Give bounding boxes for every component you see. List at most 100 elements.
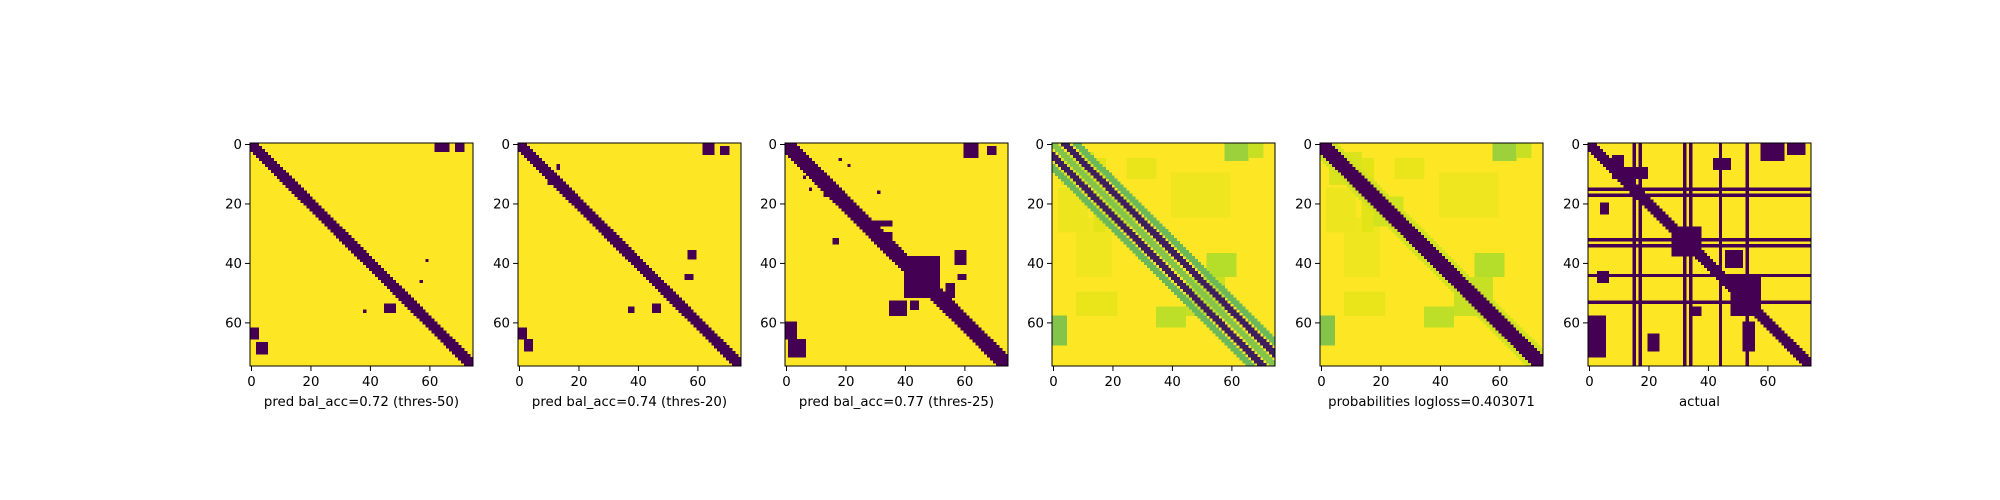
- heatmap-cell: [1170, 241, 1181, 245]
- x-tick-label: 40: [1164, 375, 1181, 390]
- heatmap-cell: [1638, 143, 1642, 147]
- heatmap-cell: [954, 258, 967, 263]
- heatmap-cell: [651, 309, 662, 313]
- heatmap-cell: [1689, 342, 1693, 346]
- heatmap-cell: [1718, 172, 1723, 176]
- heatmap-cell: [324, 223, 340, 227]
- heatmap-cell: [1057, 193, 1077, 197]
- heatmap-cell: [1632, 360, 1636, 364]
- heatmap-cell: [1320, 324, 1336, 328]
- heatmap-cell: [1355, 166, 1362, 171]
- heatmap-cell: [1248, 145, 1264, 150]
- heatmap-cell: [1057, 220, 1088, 224]
- heatmap-cell: [559, 190, 575, 194]
- heatmap-cell: [568, 199, 584, 203]
- heatmap-cell: [1224, 148, 1249, 153]
- heatmap-cell: [1683, 172, 1687, 176]
- heatmap-cell: [1632, 294, 1636, 298]
- heatmap-cell: [1647, 348, 1660, 352]
- x-axis-label: actual: [1679, 395, 1720, 410]
- heatmap-cell: [1170, 253, 1181, 257]
- heatmap-cell: [1724, 258, 1743, 263]
- heatmap-cell: [1057, 187, 1071, 191]
- heatmap-cell: [1588, 145, 1601, 150]
- heatmap-cell: [416, 315, 432, 319]
- heatmap-cell: [1638, 315, 1642, 319]
- heatmap-cell: [1126, 175, 1157, 179]
- heatmap-cell: [1632, 267, 1636, 272]
- heatmap-cell: [336, 235, 352, 239]
- heatmap-cell: [523, 339, 534, 343]
- heatmap-cell: [1364, 175, 1371, 179]
- heatmap-cell: [1215, 309, 1225, 313]
- heatmap-cell: [1718, 235, 1723, 239]
- heatmap-cell: [1683, 258, 1687, 263]
- heatmap-cell: [1182, 253, 1193, 257]
- heatmap-cell: [1474, 306, 1496, 310]
- heatmap-cell: [1742, 339, 1755, 343]
- x-axis-label: pred bal_acc=0.74 (thres-20): [532, 395, 727, 410]
- heatmap-cell: [954, 255, 967, 260]
- heatmap-cell: [1415, 247, 1437, 251]
- heatmap-cell: [1263, 333, 1273, 337]
- heatmap-cell: [1343, 270, 1380, 275]
- heatmap-cell: [1170, 175, 1231, 179]
- heatmap-cell: [1391, 202, 1404, 206]
- heatmap-cell: [1638, 223, 1642, 227]
- heatmap-cell: [1432, 270, 1440, 275]
- heatmap-cell: [1689, 363, 1693, 367]
- heatmap-cell: [1093, 214, 1097, 218]
- x-axis-label: probabilities logloss=0.403071: [1328, 395, 1535, 410]
- heatmap-cell: [613, 244, 629, 248]
- heatmap-cell: [785, 145, 801, 150]
- y-tick-label: 40: [1295, 257, 1312, 272]
- heatmap-cell: [1501, 339, 1508, 343]
- heatmap-cell: [1266, 348, 1276, 352]
- heatmap-cell: [1632, 247, 1636, 251]
- heatmap-cell: [1632, 312, 1636, 316]
- heatmap-cell: [1159, 229, 1169, 233]
- heatmap-cell: [1352, 190, 1359, 194]
- heatmap-cell: [1057, 196, 1080, 200]
- heatmap-cell: [1438, 199, 1499, 203]
- heatmap-cell: [1718, 148, 1723, 153]
- heatmap-cell: [1215, 333, 1225, 337]
- heatmap-cell: [250, 148, 266, 153]
- heatmap-cell: [1516, 148, 1532, 153]
- heatmap-cell: [1689, 172, 1693, 176]
- heatmap-cell: [1683, 333, 1687, 337]
- heatmap-cell: [1191, 273, 1201, 278]
- heatmap-cell: [1441, 279, 1449, 284]
- heatmap-cell: [1078, 163, 1083, 168]
- heatmap-cell: [1588, 327, 1607, 331]
- heatmap-cell: [1611, 154, 1624, 159]
- heatmap-cell: [1156, 273, 1166, 278]
- heatmap-cell: [1718, 282, 1761, 287]
- heatmap-cell: [1632, 279, 1636, 284]
- heatmap-cell: [1453, 297, 1466, 301]
- heatmap-cell: [1132, 217, 1136, 221]
- heatmap-cell: [1412, 223, 1419, 227]
- heatmap-cell: [1173, 244, 1184, 248]
- heatmap-cell: [1632, 363, 1636, 367]
- heatmap-cell: [963, 154, 979, 159]
- heatmap-cell: [1212, 294, 1222, 298]
- heatmap-cell: [1120, 205, 1124, 209]
- heatmap-cell: [1105, 214, 1109, 218]
- heatmap-cell: [1424, 312, 1455, 316]
- heatmap-cell: [1212, 330, 1222, 334]
- heatmap-cell: [1087, 226, 1094, 230]
- heatmap-cell: [1135, 205, 1145, 209]
- heatmap-cell: [1337, 148, 1345, 153]
- heatmap-cell: [1683, 282, 1687, 287]
- heatmap-cell: [1742, 330, 1755, 334]
- heatmap-cell: [1057, 214, 1088, 218]
- heatmap-cell: [518, 336, 528, 340]
- heatmap-cell: [1781, 342, 1797, 346]
- heatmap-cell: [1647, 339, 1660, 343]
- heatmap-cell: [1325, 163, 1333, 168]
- heatmap-cell: [1218, 291, 1222, 295]
- heatmap-cell: [1194, 300, 1204, 304]
- heatmap-cell: [1373, 220, 1389, 224]
- heatmap-cell: [1108, 217, 1112, 221]
